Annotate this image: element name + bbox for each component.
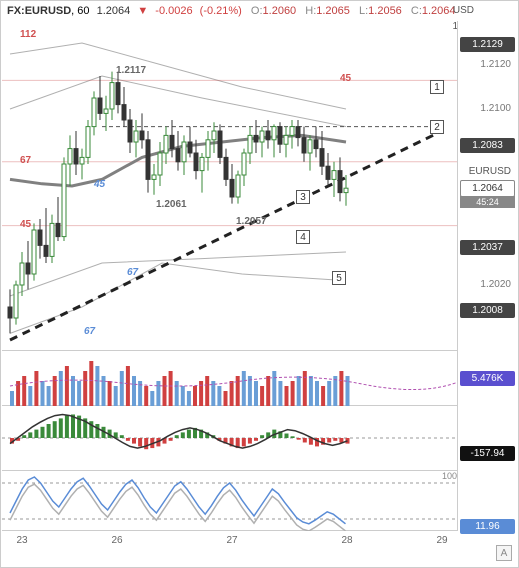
x-axis-label: 26 [111, 535, 122, 546]
open-value: 1.2060 [263, 5, 297, 17]
wave-count-box: 2 [430, 120, 444, 134]
price-symbol-tag: EURUSD [469, 166, 511, 177]
bar-countdown: 45:24 [460, 196, 515, 208]
y-tick-box: 1.2083 [460, 138, 515, 153]
wave-count-box: 1 [430, 80, 444, 94]
symbol-label: FX:EURUSD [7, 5, 71, 17]
high-value: 1.2065 [316, 5, 350, 17]
compass-icon[interactable]: A [496, 545, 512, 561]
ohlc-header: FX:EURUSD, 60 1.2064 ▼ -0.0026 (-0.21%) … [7, 5, 456, 17]
low-value: 1.2056 [368, 5, 402, 17]
wave-count-box: 4 [296, 230, 310, 244]
svg-text:100: 100 [442, 471, 457, 481]
x-axis: 23 26 27 28 29 [2, 531, 458, 553]
x-axis-label: 23 [16, 535, 27, 546]
y-tick-box: 1.2129 [460, 37, 515, 52]
price-panel[interactable]: 1124567454567671.21171.20611.205712345 [2, 21, 458, 351]
y-tick-label: 1.2100 [480, 103, 511, 114]
wave-count-box: 5 [332, 271, 346, 285]
x-axis-label: 28 [341, 535, 352, 546]
close-value: 1.2064 [422, 5, 456, 17]
stochastic-panel[interactable]: 100 [2, 471, 458, 531]
change-arrow: ▼ [137, 5, 148, 17]
y-tick-label: 1.2020 [480, 279, 511, 290]
interval-label: , 60 [71, 5, 89, 17]
y-axis: 1.2129 1.2120 1.2100 1.2083 1.2064 EURUSD 45:2… [457, 21, 517, 531]
y-tick-box: 1.2064 [460, 180, 515, 197]
macd-value-box: -157.94 [460, 446, 515, 461]
change-pct: (-0.21%) [200, 5, 242, 17]
macd-panel[interactable] [2, 406, 458, 471]
chart-container: FX:EURUSD, 60 1.2064 ▼ -0.0026 (-0.21%) … [0, 0, 519, 568]
stochastic-value-box: 11.96 [460, 519, 515, 534]
x-axis-label: 29 [436, 535, 447, 546]
last-price: 1.2064 [97, 5, 131, 17]
y-tick-label: 1.2120 [480, 59, 511, 70]
y-tick-box: 1.2008 [460, 303, 515, 318]
y-tick-box: 1.2037 [460, 240, 515, 255]
wave-count-box: 3 [296, 190, 310, 204]
volume-panel[interactable] [2, 351, 458, 406]
volume-value-box: 5.476K [460, 371, 515, 386]
x-axis-label: 27 [226, 535, 237, 546]
currency-label: USD [453, 5, 474, 16]
change-abs: -0.0026 [155, 5, 192, 17]
